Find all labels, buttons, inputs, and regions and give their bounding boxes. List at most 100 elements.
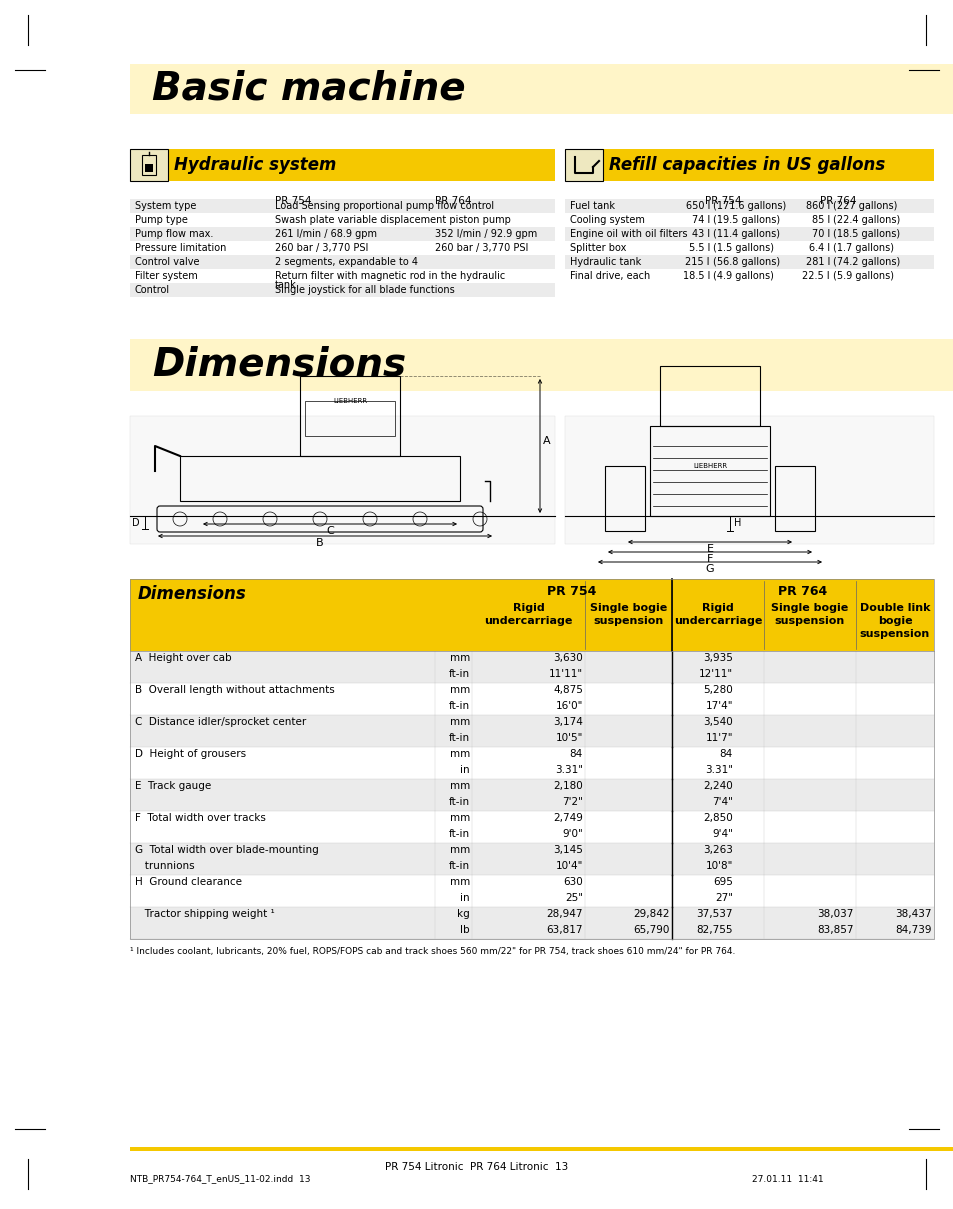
Bar bbox=[142, 155, 156, 175]
Text: H  Ground clearance: H Ground clearance bbox=[135, 877, 242, 887]
Text: PR 754: PR 754 bbox=[704, 196, 740, 206]
Text: mm: mm bbox=[449, 717, 470, 727]
Text: LIEBHERR: LIEBHERR bbox=[692, 463, 726, 469]
Bar bbox=[604, 465, 644, 531]
Text: 10'5": 10'5" bbox=[555, 733, 582, 744]
Text: 84: 84 bbox=[569, 750, 582, 759]
Text: PR 764: PR 764 bbox=[435, 196, 471, 206]
Text: 260 bar / 3,770 PSI: 260 bar / 3,770 PSI bbox=[435, 243, 528, 253]
Text: D  Height of grousers: D Height of grousers bbox=[135, 750, 246, 759]
Text: 3.31": 3.31" bbox=[555, 765, 582, 775]
Text: 3,630: 3,630 bbox=[553, 653, 582, 663]
Text: 9'4": 9'4" bbox=[711, 829, 732, 839]
Text: 82,755: 82,755 bbox=[696, 925, 732, 935]
Text: 27": 27" bbox=[714, 893, 732, 903]
Text: PR 754: PR 754 bbox=[547, 585, 596, 598]
Bar bbox=[130, 1147, 953, 1151]
Text: 261 l/min / 68.9 gpm: 261 l/min / 68.9 gpm bbox=[274, 229, 376, 239]
Text: in: in bbox=[460, 893, 470, 903]
Text: Return filter with magnetic rod in the hydraulic: Return filter with magnetic rod in the h… bbox=[274, 271, 505, 280]
Text: (1.7 gallons): (1.7 gallons) bbox=[832, 243, 893, 253]
Text: in: in bbox=[460, 765, 470, 775]
Text: Hydraulic tank: Hydraulic tank bbox=[569, 258, 640, 267]
Text: Dimensions: Dimensions bbox=[152, 346, 406, 384]
Text: (22.4 gallons): (22.4 gallons) bbox=[832, 215, 900, 225]
Text: Pump type: Pump type bbox=[135, 215, 188, 225]
Text: 43 l: 43 l bbox=[691, 229, 709, 239]
Text: Engine oil with oil filters: Engine oil with oil filters bbox=[569, 229, 687, 239]
Text: lb: lb bbox=[460, 925, 470, 935]
Text: Single bogie
suspension: Single bogie suspension bbox=[771, 603, 848, 626]
Text: 27.01.11  11:41: 27.01.11 11:41 bbox=[752, 1174, 823, 1184]
Text: tank: tank bbox=[274, 280, 296, 290]
Text: E: E bbox=[706, 544, 713, 554]
Text: 29,842: 29,842 bbox=[633, 909, 669, 919]
Text: 5,280: 5,280 bbox=[702, 686, 732, 695]
Text: 3.31": 3.31" bbox=[704, 765, 732, 775]
Text: (19.5 gallons): (19.5 gallons) bbox=[712, 215, 780, 225]
Text: Rigid
undercarriage: Rigid undercarriage bbox=[484, 603, 572, 626]
Bar bbox=[130, 416, 555, 544]
Text: 11'11": 11'11" bbox=[548, 669, 582, 679]
Text: 2,240: 2,240 bbox=[702, 781, 732, 791]
Text: ft-in: ft-in bbox=[449, 861, 470, 870]
Text: 83,857: 83,857 bbox=[817, 925, 853, 935]
Bar bbox=[130, 747, 933, 779]
Bar bbox=[130, 268, 555, 283]
Text: (171.6 gallons): (171.6 gallons) bbox=[712, 201, 785, 212]
Text: 22.5 l: 22.5 l bbox=[801, 271, 829, 280]
Bar bbox=[564, 268, 933, 283]
Text: 10'4": 10'4" bbox=[555, 861, 582, 870]
Text: Pressure limitation: Pressure limitation bbox=[135, 243, 226, 253]
Text: E  Track gauge: E Track gauge bbox=[135, 781, 211, 791]
Text: 3,174: 3,174 bbox=[553, 717, 582, 727]
Text: G  Total width over blade-mounting: G Total width over blade-mounting bbox=[135, 845, 318, 855]
Bar bbox=[649, 426, 769, 516]
Text: mm: mm bbox=[449, 877, 470, 887]
Text: (227 gallons): (227 gallons) bbox=[832, 201, 897, 212]
Text: mm: mm bbox=[449, 781, 470, 791]
Text: A  Height over cab: A Height over cab bbox=[135, 653, 232, 663]
Text: Tractor shipping weight ¹: Tractor shipping weight ¹ bbox=[135, 909, 274, 919]
Text: ft-in: ft-in bbox=[449, 797, 470, 806]
Text: 37,537: 37,537 bbox=[696, 909, 732, 919]
Text: 3,145: 3,145 bbox=[553, 845, 582, 855]
Bar bbox=[659, 366, 760, 426]
Text: 215 l: 215 l bbox=[685, 258, 709, 267]
Text: Control valve: Control valve bbox=[135, 258, 199, 267]
Bar bbox=[564, 213, 933, 227]
Text: C  Distance idler/sprocket center: C Distance idler/sprocket center bbox=[135, 717, 306, 727]
Text: 650 l: 650 l bbox=[685, 201, 709, 212]
Text: 3,935: 3,935 bbox=[702, 653, 732, 663]
Text: 2,850: 2,850 bbox=[702, 812, 732, 823]
Bar bbox=[564, 227, 933, 241]
Text: Final drive, each: Final drive, each bbox=[569, 271, 650, 280]
Bar bbox=[130, 149, 555, 181]
Bar bbox=[130, 227, 555, 241]
Text: ft-in: ft-in bbox=[449, 669, 470, 679]
Text: mm: mm bbox=[449, 845, 470, 855]
Text: Filter system: Filter system bbox=[135, 271, 197, 280]
Bar bbox=[130, 715, 933, 747]
Text: 3,540: 3,540 bbox=[702, 717, 732, 727]
Text: (18.5 gallons): (18.5 gallons) bbox=[832, 229, 900, 239]
Text: 5.5 l: 5.5 l bbox=[688, 243, 709, 253]
Text: (56.8 gallons): (56.8 gallons) bbox=[712, 258, 780, 267]
Text: 695: 695 bbox=[713, 877, 732, 887]
Text: ft-in: ft-in bbox=[449, 701, 470, 711]
Text: 38,437: 38,437 bbox=[895, 909, 931, 919]
Bar bbox=[180, 456, 459, 501]
Bar bbox=[130, 875, 933, 907]
Text: mm: mm bbox=[449, 686, 470, 695]
Text: 70 l: 70 l bbox=[811, 229, 829, 239]
Text: Single joystick for all blade functions: Single joystick for all blade functions bbox=[274, 285, 455, 295]
Text: (74.2 gallons): (74.2 gallons) bbox=[832, 258, 900, 267]
Text: (4.9 gallons): (4.9 gallons) bbox=[712, 271, 773, 280]
Text: 28,947: 28,947 bbox=[546, 909, 582, 919]
Bar bbox=[130, 579, 933, 939]
Text: NTB_PR754-764_T_enUS_11-02.indd  13: NTB_PR754-764_T_enUS_11-02.indd 13 bbox=[130, 1174, 310, 1184]
Text: Rigid
undercarriage: Rigid undercarriage bbox=[673, 603, 761, 626]
Bar bbox=[130, 241, 555, 255]
Text: kg: kg bbox=[456, 909, 470, 919]
Text: Load Sensing proportional pump flow control: Load Sensing proportional pump flow cont… bbox=[274, 201, 494, 212]
